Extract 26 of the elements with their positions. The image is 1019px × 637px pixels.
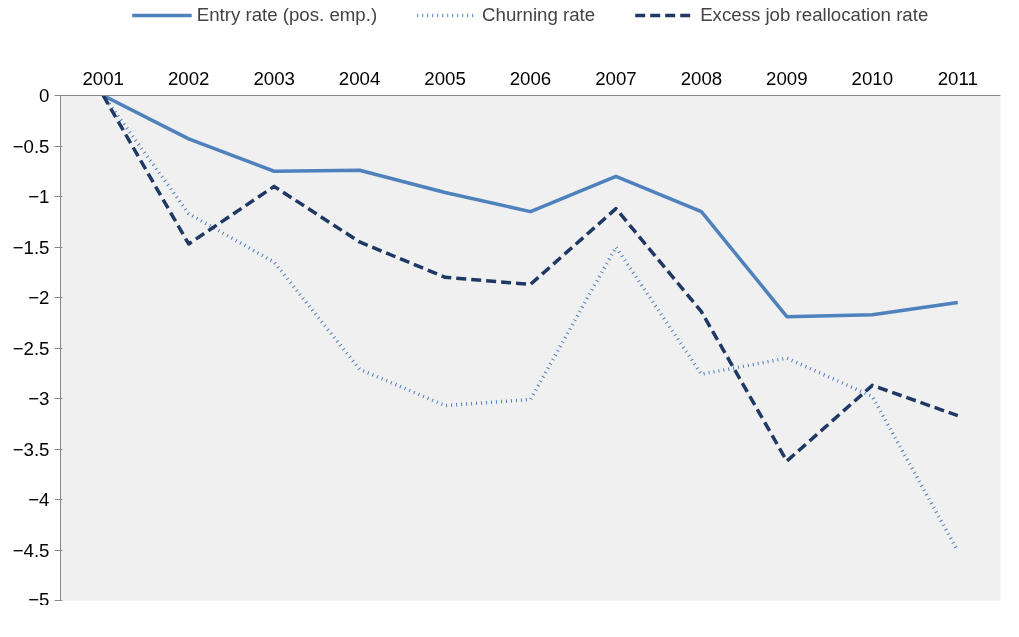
x-tick-label: 2003 (253, 67, 295, 89)
x-tick-label: 2004 (338, 67, 381, 89)
y-tick-label: −4.5 (12, 539, 50, 561)
x-tick-label: 2010 (851, 67, 894, 89)
x-tick-label: 2007 (595, 67, 637, 89)
x-tick-label: 2009 (766, 67, 808, 89)
y-tick-label: −2 (28, 287, 50, 308)
x-tick-label: 2002 (167, 67, 210, 89)
x-tick-label: 2005 (424, 67, 466, 89)
x-tick-label: 2011 (937, 67, 978, 89)
y-tick-label: −0.5 (12, 135, 50, 157)
y-tick-label: −3.5 (12, 438, 50, 460)
y-tick-label: 0 (39, 85, 50, 106)
y-tick-label: −3 (28, 388, 50, 409)
y-tick-label: −4 (28, 489, 50, 510)
y-tick-label: −5 (28, 588, 50, 610)
x-tick-label: 2001 (82, 67, 124, 89)
y-tick-label: −2.5 (12, 337, 50, 359)
legend-label: Churning rate (482, 4, 596, 26)
x-tick-label: 2008 (680, 67, 723, 89)
y-tick-label: −1.5 (12, 236, 50, 258)
legend-label: Excess job reallocation rate (700, 4, 929, 26)
y-tick-label: −1 (28, 186, 50, 207)
legend-label: Entry rate (pos. emp.) (196, 4, 378, 26)
x-tick-label: 2006 (509, 67, 552, 89)
line-series (101, 95, 960, 463)
